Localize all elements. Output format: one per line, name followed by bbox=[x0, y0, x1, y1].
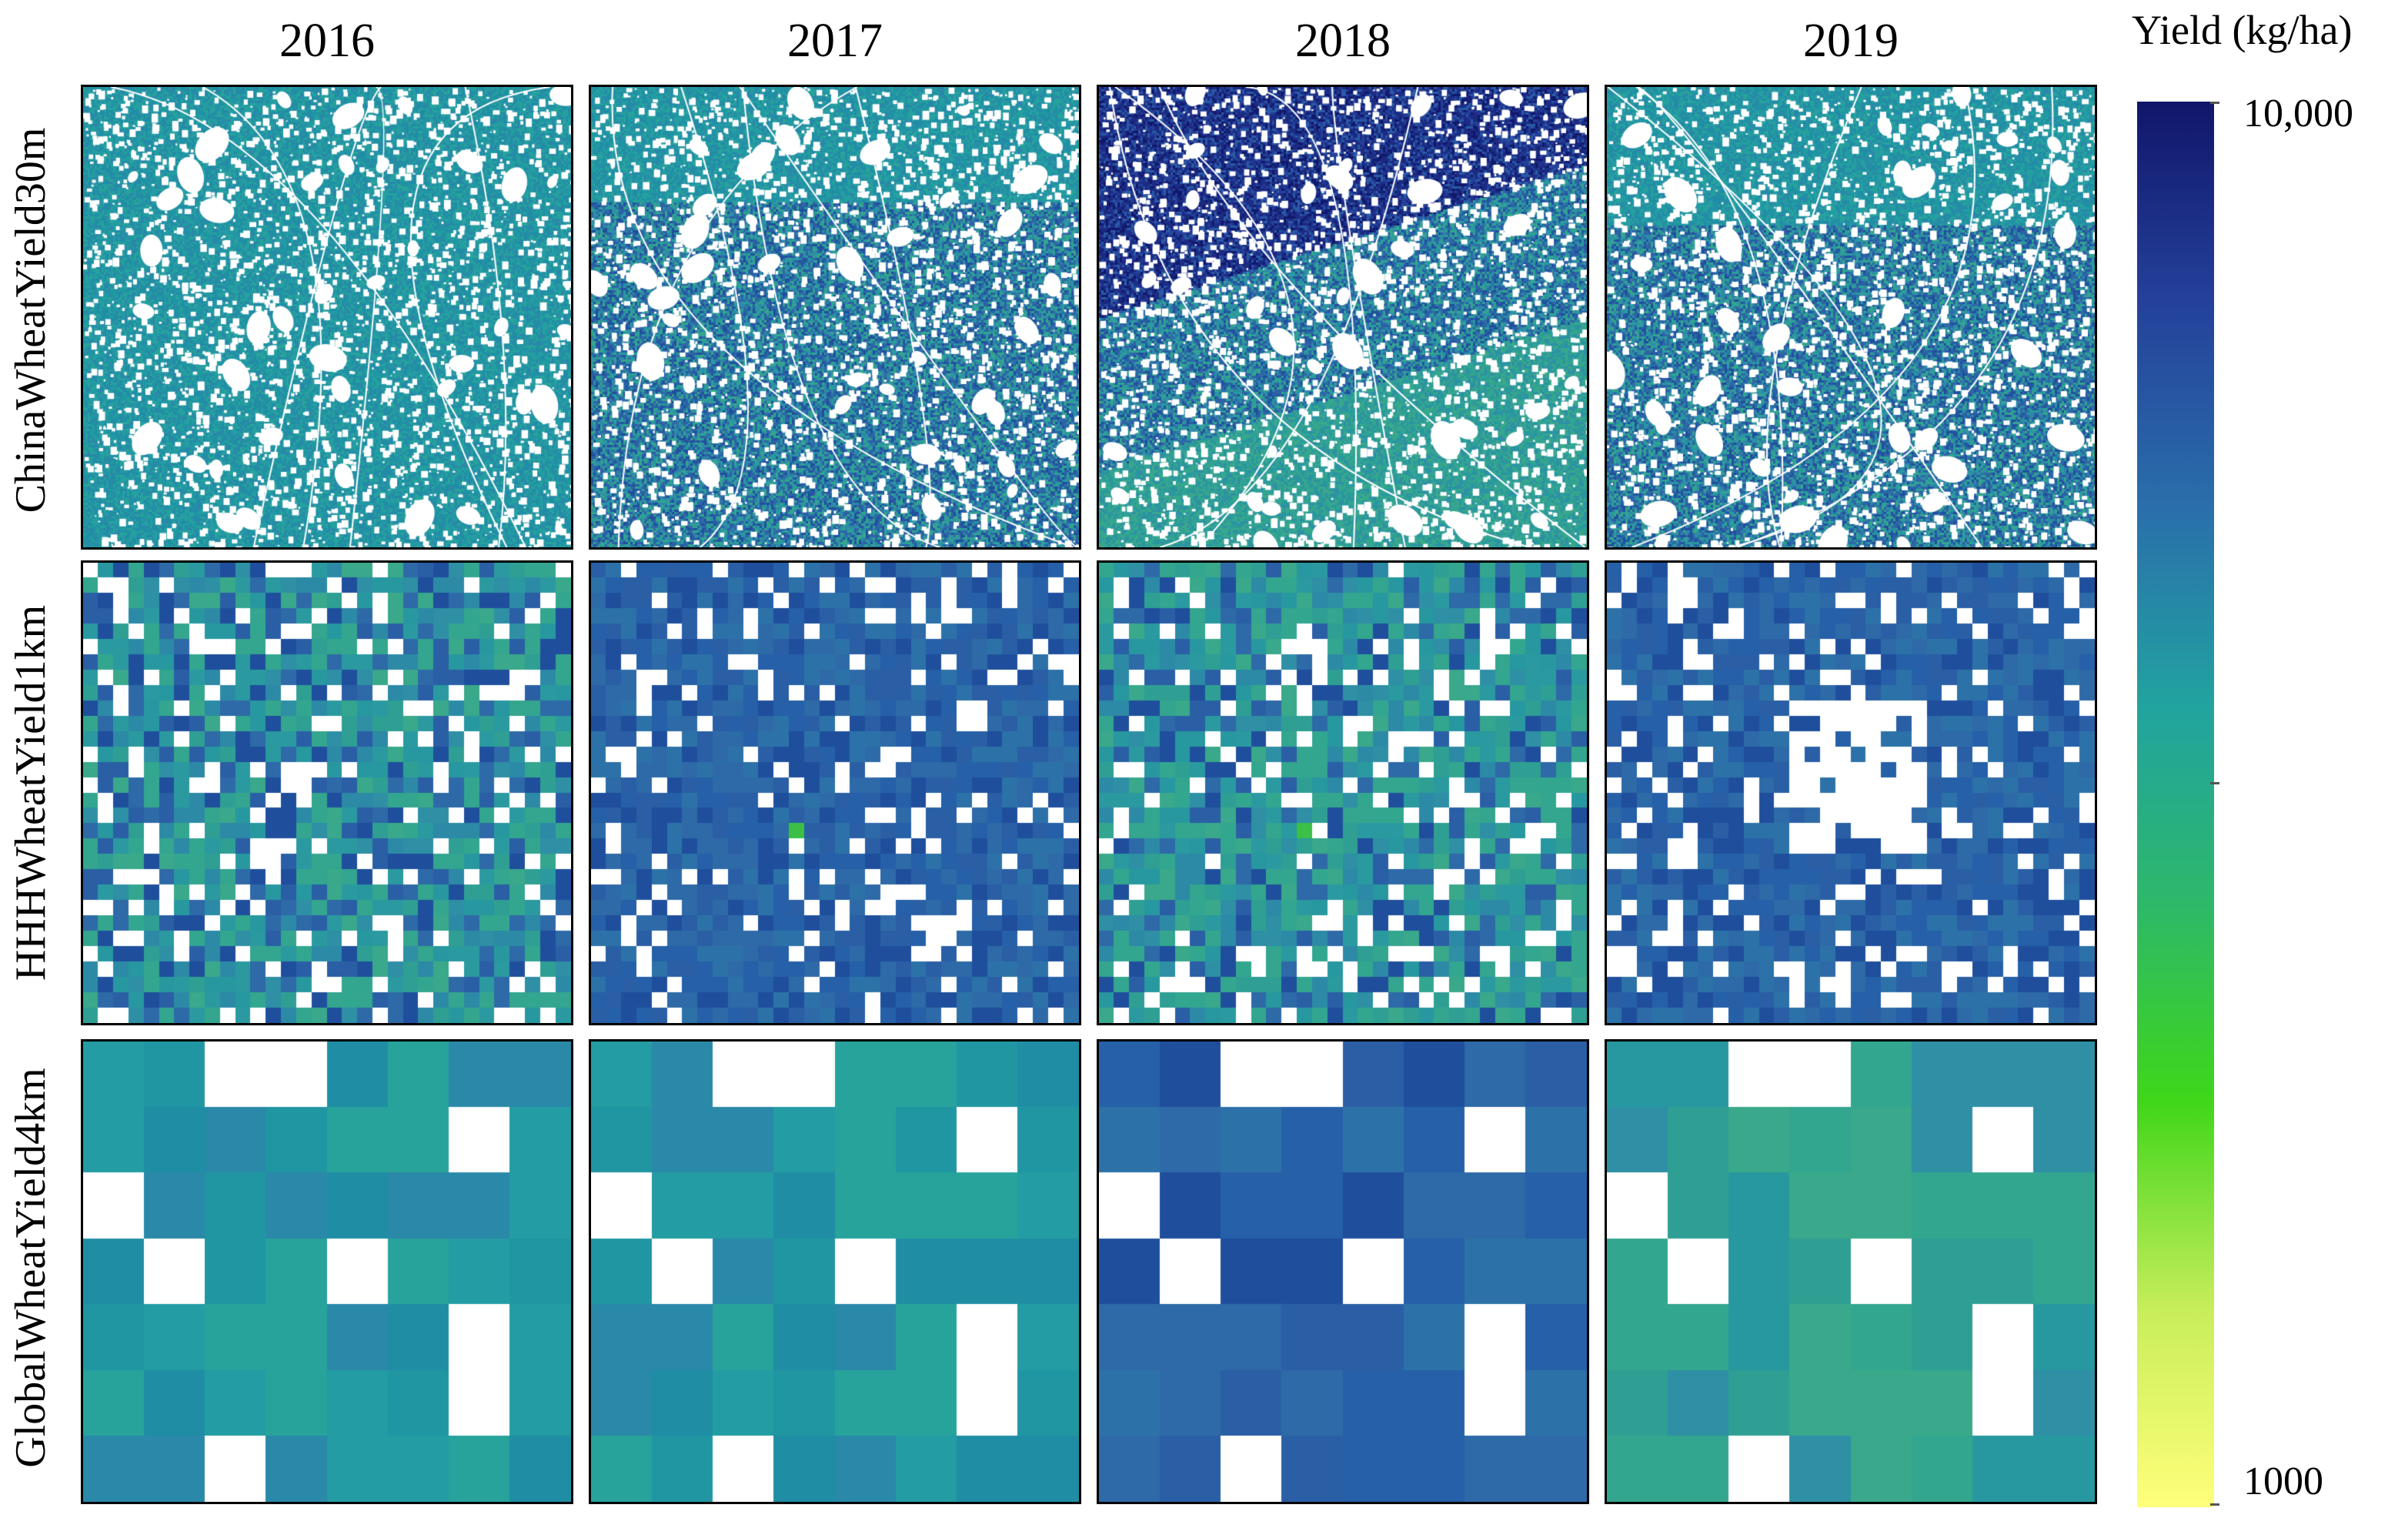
map-panel-hhh1km-2017 bbox=[589, 560, 1081, 1025]
map-panel-china30m-2019 bbox=[1605, 85, 2097, 550]
map-panel-global4km-2019 bbox=[1605, 1039, 2097, 1504]
map-canvas bbox=[83, 1042, 571, 1502]
map-canvas bbox=[1607, 563, 2095, 1023]
map-canvas bbox=[1099, 87, 1587, 547]
legend-title: Yield (kg/ha) bbox=[2132, 7, 2353, 53]
map-canvas bbox=[591, 563, 1079, 1023]
map-panel-global4km-2016 bbox=[81, 1039, 573, 1504]
map-panel-hhh1km-2018 bbox=[1097, 560, 1589, 1025]
colorbar-label-max: 10,000 bbox=[2243, 92, 2353, 135]
map-canvas bbox=[1099, 563, 1587, 1023]
column-title-2016: 2016 bbox=[279, 15, 375, 67]
row-title-global4km: GlobalWheatYield4km bbox=[7, 1068, 55, 1468]
colorbar-label-min: 1000 bbox=[2243, 1459, 2323, 1503]
map-panel-china30m-2016 bbox=[81, 85, 573, 550]
map-canvas bbox=[591, 1042, 1079, 1502]
column-title-2018: 2018 bbox=[1295, 15, 1391, 67]
row-title-hhh1km: HHHWheatYield1km bbox=[7, 604, 55, 981]
map-panel-global4km-2018 bbox=[1097, 1039, 1589, 1504]
colorbar-tick-max bbox=[2210, 102, 2219, 104]
row-title-china30m: ChinaWheatYield30m bbox=[7, 127, 55, 513]
map-panel-china30m-2018 bbox=[1097, 85, 1589, 550]
map-panel-china30m-2017 bbox=[589, 85, 1081, 550]
column-title-2019: 2019 bbox=[1803, 15, 1899, 67]
map-canvas bbox=[1607, 1042, 2095, 1502]
colorbar-tick-mid bbox=[2210, 782, 2219, 784]
map-panel-hhh1km-2016 bbox=[81, 560, 573, 1025]
colorbar-tick-min bbox=[2210, 1503, 2219, 1506]
column-title-2017: 2017 bbox=[787, 15, 883, 67]
colorbar bbox=[2137, 102, 2214, 1507]
map-canvas bbox=[591, 87, 1079, 547]
map-panel-global4km-2017 bbox=[589, 1039, 1081, 1504]
map-canvas bbox=[1607, 87, 2095, 547]
map-panel-hhh1km-2019 bbox=[1605, 560, 2097, 1025]
map-canvas bbox=[83, 563, 571, 1023]
map-canvas bbox=[1099, 1042, 1587, 1502]
map-canvas bbox=[83, 87, 571, 547]
